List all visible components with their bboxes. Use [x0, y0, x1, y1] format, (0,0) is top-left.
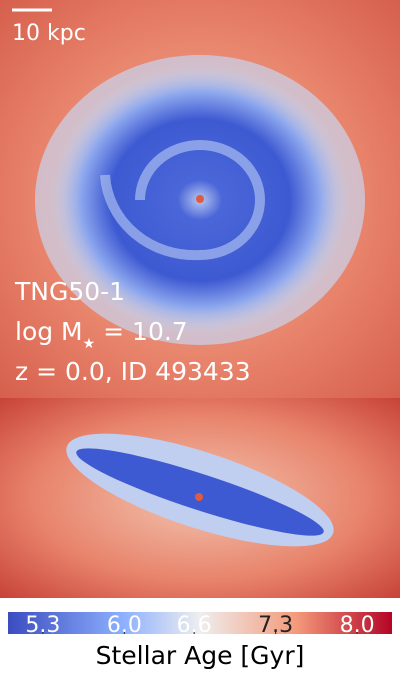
edge-core [195, 493, 203, 501]
colorbar-tick-label: 5.3 [25, 613, 60, 638]
core [196, 195, 204, 203]
edge-disk [76, 448, 324, 536]
mass-sub: ★ [83, 336, 96, 352]
spiral-arm [100, 140, 265, 261]
scale-label: 10 kpc [12, 21, 86, 46]
mass-suffix: = 10.7 [95, 317, 188, 346]
sim-label: TNG50-1 [14, 277, 125, 306]
colorbar-tick-label: 8.0 [340, 613, 375, 638]
mass-prefix: log M [15, 317, 83, 346]
colorbar-tick-label: 6.6 [177, 613, 212, 638]
id-label: z = 0.0, ID 493433 [15, 357, 251, 386]
colorbar-tick-label: 7.3 [258, 613, 293, 638]
mass-label: log M★ = 10.7 [15, 317, 188, 352]
colorbar [8, 612, 392, 634]
colorbar-label: Stellar Age [Gyr] [96, 641, 305, 670]
colorbar-tick-label: 6.0 [107, 613, 142, 638]
